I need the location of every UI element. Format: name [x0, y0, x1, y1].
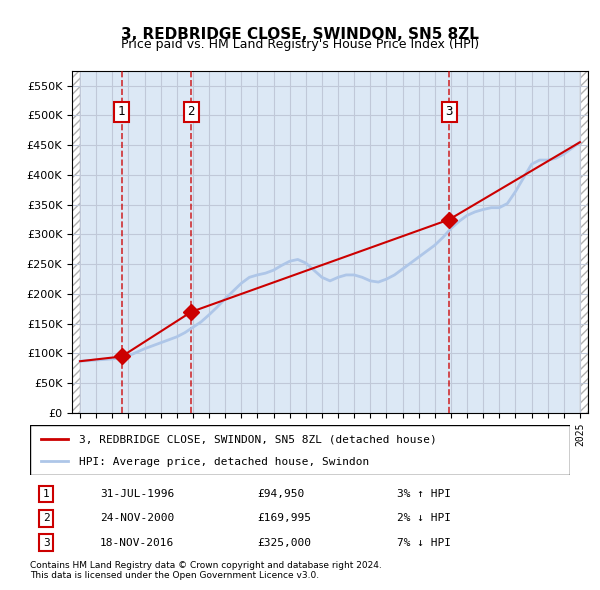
Text: Price paid vs. HM Land Registry's House Price Index (HPI): Price paid vs. HM Land Registry's House …	[121, 38, 479, 51]
Text: £325,000: £325,000	[257, 538, 311, 548]
FancyBboxPatch shape	[30, 425, 570, 475]
Text: 3, REDBRIDGE CLOSE, SWINDON, SN5 8ZL (detached house): 3, REDBRIDGE CLOSE, SWINDON, SN5 8ZL (de…	[79, 435, 436, 445]
Text: 3, REDBRIDGE CLOSE, SWINDON, SN5 8ZL: 3, REDBRIDGE CLOSE, SWINDON, SN5 8ZL	[121, 27, 479, 41]
Text: 1: 1	[43, 489, 50, 499]
Text: 7% ↓ HPI: 7% ↓ HPI	[397, 538, 451, 548]
Text: HPI: Average price, detached house, Swindon: HPI: Average price, detached house, Swin…	[79, 457, 369, 467]
Text: £169,995: £169,995	[257, 513, 311, 523]
Text: 2% ↓ HPI: 2% ↓ HPI	[397, 513, 451, 523]
Polygon shape	[72, 71, 80, 413]
Text: Contains HM Land Registry data © Crown copyright and database right 2024.: Contains HM Land Registry data © Crown c…	[30, 560, 382, 569]
Text: 1: 1	[118, 106, 125, 119]
Polygon shape	[580, 71, 588, 413]
Text: 3: 3	[43, 538, 50, 548]
Text: £94,950: £94,950	[257, 489, 304, 499]
Text: 31-JUL-1996: 31-JUL-1996	[100, 489, 175, 499]
Text: 3: 3	[445, 106, 453, 119]
Text: 2: 2	[188, 106, 195, 119]
Text: 3% ↑ HPI: 3% ↑ HPI	[397, 489, 451, 499]
Text: This data is licensed under the Open Government Licence v3.0.: This data is licensed under the Open Gov…	[30, 571, 319, 580]
Text: 24-NOV-2000: 24-NOV-2000	[100, 513, 175, 523]
Text: 18-NOV-2016: 18-NOV-2016	[100, 538, 175, 548]
Text: 2: 2	[43, 513, 50, 523]
